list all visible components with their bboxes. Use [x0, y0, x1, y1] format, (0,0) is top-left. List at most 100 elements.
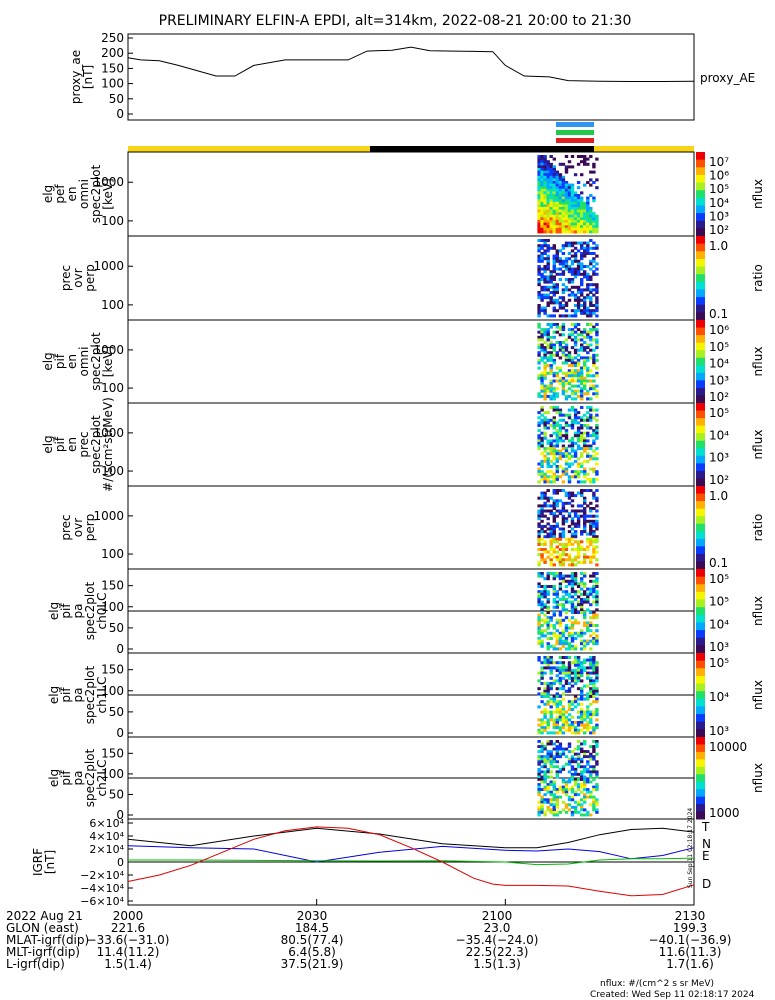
spec-cell — [546, 499, 550, 503]
spec-cell — [580, 278, 584, 281]
spec-cell — [552, 265, 556, 268]
spec-cell — [573, 225, 578, 229]
spec-cell — [555, 459, 559, 463]
spec-cell — [543, 540, 547, 544]
spec-cell — [595, 669, 599, 672]
spec-cell — [555, 540, 559, 544]
spec-cell — [561, 328, 566, 332]
spec-cell — [570, 314, 575, 318]
spec-cell — [555, 434, 559, 438]
spec-cell — [570, 790, 575, 794]
spec-cell — [552, 283, 556, 287]
spec-cell — [567, 267, 572, 271]
spec-cell — [546, 160, 550, 164]
spec-cell — [580, 679, 584, 683]
spec-cell — [592, 663, 596, 667]
spec-cell — [567, 364, 572, 368]
spec-cell — [537, 230, 541, 234]
spec-cell — [576, 731, 581, 735]
spec-cell — [549, 553, 553, 557]
spec-cell — [589, 507, 593, 510]
spec-cell — [583, 530, 587, 534]
spec-cell — [595, 687, 599, 691]
spec-cell — [589, 514, 593, 518]
spec-cell — [589, 155, 593, 158]
spec-cell — [573, 658, 578, 662]
spec-cell — [592, 358, 596, 362]
spec-cell — [583, 726, 587, 730]
spec-cell — [589, 252, 593, 255]
spec-cell — [580, 778, 584, 781]
spec-cell — [592, 767, 596, 771]
spec-cell — [552, 397, 556, 401]
spec-cell — [564, 165, 569, 169]
spec-cell — [586, 790, 590, 794]
spec-cell — [595, 477, 599, 481]
spec-cell — [561, 634, 566, 638]
spec-cell — [552, 371, 556, 375]
spec-cell — [586, 225, 590, 229]
spec-cell — [580, 545, 584, 549]
spec-cell — [589, 338, 593, 342]
colorbar-seg — [696, 744, 705, 753]
spec-cell — [558, 537, 563, 541]
spec-cell — [540, 605, 544, 609]
spec-cell — [564, 491, 569, 495]
spec-cell — [592, 524, 596, 528]
spec-cell — [537, 212, 541, 216]
spec-cell — [537, 512, 541, 516]
spec-cell — [543, 288, 547, 292]
spec-cell — [570, 574, 575, 578]
spec-cell — [549, 715, 553, 719]
ratio_e-cb-tick: 0.1 — [709, 307, 728, 321]
spec-cell — [580, 439, 584, 443]
spec-cell — [558, 745, 563, 748]
spec-cell — [552, 421, 556, 425]
spec-cell — [570, 225, 575, 229]
spec-cell — [546, 183, 550, 187]
spec-cell — [561, 519, 566, 523]
spec-cell — [592, 555, 596, 559]
spec-cell — [589, 661, 593, 665]
spec-cell — [592, 656, 596, 659]
spec-cell — [552, 298, 556, 302]
spec-cell — [583, 418, 587, 422]
spec-cell — [555, 679, 559, 683]
spec-cell — [561, 501, 566, 505]
spec-cell — [561, 447, 566, 451]
spec-cell — [546, 323, 550, 326]
spec-cell — [573, 173, 578, 177]
spec-cell — [592, 257, 596, 261]
spec-cell — [546, 465, 550, 468]
pa2-cb-label: nflux — [751, 763, 765, 793]
spec-cell — [549, 755, 553, 759]
spec-cell — [549, 394, 553, 398]
spec-cell — [595, 462, 599, 466]
spec-cell — [589, 220, 593, 223]
spec-cell — [540, 742, 544, 746]
spec-cell — [576, 517, 581, 521]
spec-cell — [561, 608, 566, 612]
spec-cell — [540, 728, 544, 732]
pa0-cb-tick: 10⁴ — [709, 617, 729, 631]
spec-cell — [543, 762, 547, 766]
colorbar-seg — [696, 418, 705, 427]
spec-cell — [595, 563, 599, 567]
spec-cell — [549, 713, 553, 717]
spec-cell — [583, 346, 587, 350]
spec-cell — [540, 160, 544, 164]
spec-cell — [561, 346, 566, 350]
mode-bar-red — [556, 138, 594, 143]
spec-cell — [589, 658, 593, 662]
spec-cell — [576, 723, 581, 727]
spec-cell — [561, 726, 566, 730]
spec-cell — [546, 695, 550, 698]
spec-cell — [586, 288, 590, 292]
spec-cell — [537, 204, 541, 208]
spec-cell — [540, 413, 544, 417]
spec-cell — [564, 810, 569, 814]
spec-cell — [537, 603, 541, 607]
spec-cell — [558, 356, 563, 360]
colorbar-seg — [696, 553, 705, 562]
